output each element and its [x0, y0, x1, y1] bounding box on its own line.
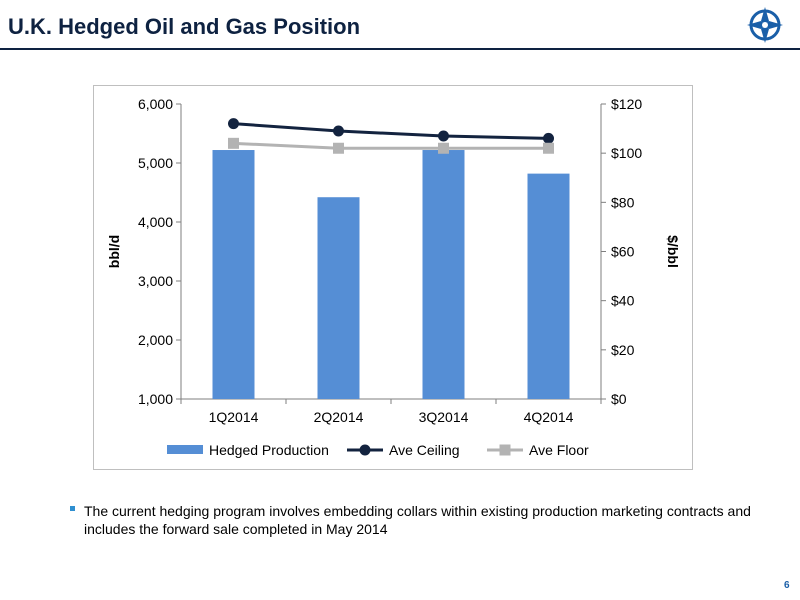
- legend-marker-ave-floor: [499, 444, 511, 456]
- ave-floor-line: [233, 141, 549, 150]
- x-tick-label: 4Q2014: [524, 409, 574, 425]
- legend-swatch-hedged-production: [167, 445, 203, 454]
- ave-floor-point: [543, 142, 554, 154]
- title-divider: [0, 48, 800, 50]
- bar-hedged-production: [212, 150, 255, 399]
- ave-floor-point: [228, 137, 239, 149]
- bullet-icon: [70, 506, 75, 511]
- y-axis-left-title: bbl/d: [106, 235, 122, 268]
- x-tick-label: 2Q2014: [314, 409, 364, 425]
- bar-hedged-production: [317, 197, 360, 399]
- y-left-tick-label: 1,000: [138, 391, 173, 407]
- hedged-position-chart: 1,000 2,000 3,000 4,000 5,000 6,000 $0 $20 $40 $6…: [106, 96, 681, 458]
- legend-label-ave-floor: Ave Floor: [529, 442, 589, 458]
- y-left-tick-label: 3,000: [138, 273, 173, 289]
- y-right-tick-label: $100: [611, 145, 642, 161]
- y-right-tick-label: $40: [611, 293, 635, 309]
- y-left-tick-label: 2,000: [138, 332, 173, 348]
- y-left-tick-label: 6,000: [138, 96, 173, 112]
- bar-hedged-production: [527, 173, 570, 399]
- y-right-tick-label: $80: [611, 194, 635, 210]
- x-tick-label: 3Q2014: [419, 409, 469, 425]
- y-right-tick-label: $0: [611, 391, 627, 407]
- legend-label-hedged-production: Hedged Production: [209, 442, 329, 458]
- page-title: U.K. Hedged Oil and Gas Position: [8, 14, 361, 39]
- ave-ceiling-line: [233, 122, 549, 140]
- compass-logo-icon: [747, 7, 783, 43]
- y-left-tick-label: 5,000: [138, 155, 173, 171]
- y-axis-right-title: $/bbl: [665, 235, 681, 268]
- chart-frame: 1,000 2,000 3,000 4,000 5,000 6,000 $0 $20 $40 $6…: [93, 85, 693, 470]
- x-tick-label: 1Q2014: [209, 409, 259, 425]
- ave-ceiling-point: [438, 130, 449, 142]
- y-right-tick-label: $120: [611, 96, 642, 112]
- footnote-text: The current hedging program involves emb…: [84, 503, 751, 537]
- y-right-tick-label: $60: [611, 244, 635, 260]
- bar-hedged-production: [422, 150, 465, 399]
- y-left-tick-label: 4,000: [138, 214, 173, 230]
- ave-floor-point: [333, 142, 344, 154]
- ave-ceiling-point: [228, 118, 239, 130]
- legend-label-ave-ceiling: Ave Ceiling: [389, 442, 460, 458]
- ave-floor-point: [438, 142, 449, 154]
- ave-ceiling-point: [543, 132, 554, 144]
- page-number: 6: [784, 580, 790, 591]
- ave-ceiling-point: [333, 125, 344, 137]
- y-right-tick-label: $20: [611, 342, 635, 358]
- legend-marker-ave-ceiling: [359, 444, 371, 456]
